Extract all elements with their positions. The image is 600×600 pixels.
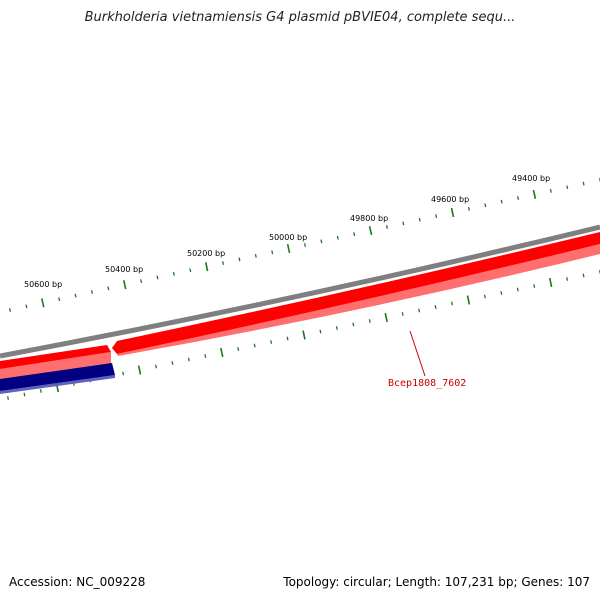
inner-tick-ring — [8, 178, 600, 312]
inner-minor-tick — [90, 290, 93, 294]
outer-minor-tick — [253, 343, 256, 348]
gene-label-leader — [409, 330, 426, 377]
gene-shadow — [0, 375, 115, 394]
outer-minor-tick — [533, 284, 536, 288]
gene-shadow — [117, 244, 600, 356]
outer-major-tick — [548, 277, 553, 288]
inner-major-tick — [368, 225, 373, 236]
inner-minor-tick — [435, 214, 438, 219]
inner-minor-tick — [484, 203, 487, 208]
ruler-label: 49800 bp — [350, 214, 388, 223]
outer-minor-tick — [335, 326, 338, 330]
inner-minor-tick — [566, 185, 569, 190]
outer-minor-tick — [418, 308, 421, 313]
inner-minor-tick — [156, 275, 159, 280]
outer-major-tick — [137, 365, 142, 375]
inner-minor-tick — [238, 257, 241, 262]
gene-forward-bcep1808-7602[interactable] — [112, 232, 600, 354]
outer-minor-tick — [204, 354, 207, 358]
outer-major-tick — [220, 347, 224, 358]
inner-minor-tick — [353, 232, 356, 237]
outer-minor-tick — [566, 277, 569, 281]
inner-minor-tick — [25, 304, 28, 309]
inner-minor-tick — [222, 261, 225, 265]
ruler-label: 50600 bp — [24, 280, 62, 289]
inner-major-tick — [204, 262, 209, 272]
inner-minor-tick — [467, 206, 470, 211]
inner-minor-tick — [303, 243, 307, 247]
inner-minor-tick — [320, 239, 323, 244]
inner-major-tick — [41, 298, 45, 308]
outer-minor-tick — [434, 305, 437, 309]
ruler-label: 50400 bp — [105, 265, 143, 274]
gene-shadow — [0, 352, 111, 381]
inner-minor-tick — [271, 250, 274, 255]
inner-minor-tick — [172, 271, 175, 276]
outer-minor-tick — [483, 294, 486, 299]
ruler-label: 49400 bp — [512, 174, 550, 183]
inner-minor-tick — [336, 235, 339, 240]
outer-minor-tick — [401, 312, 404, 316]
outer-minor-tick — [582, 273, 585, 278]
outer-minor-tick — [500, 291, 503, 295]
outer-minor-tick — [187, 357, 190, 362]
inner-minor-tick — [58, 297, 61, 302]
outer-major-tick — [466, 295, 471, 305]
outer-minor-tick — [286, 336, 289, 341]
inner-minor-tick — [189, 268, 192, 273]
gene-label[interactable]: Bcep1808_7602 — [388, 378, 466, 389]
inner-minor-tick — [582, 181, 585, 186]
outer-minor-tick — [450, 301, 454, 306]
outer-major-tick — [384, 312, 388, 323]
inner-minor-tick — [549, 188, 552, 193]
gene-reverse[interactable] — [0, 363, 115, 391]
inner-minor-tick — [402, 221, 405, 226]
ruler-label: 49600 bp — [431, 195, 469, 204]
inner-minor-tick — [74, 293, 77, 298]
outer-minor-tick — [368, 319, 371, 323]
outer-minor-tick — [6, 396, 10, 400]
genome-summary: Topology: circular; Length: 107,231 bp; … — [283, 575, 590, 589]
inner-major-tick — [122, 280, 127, 290]
outer-minor-tick — [352, 322, 355, 327]
plasmid-backbone — [0, 224, 600, 359]
outer-minor-tick — [270, 340, 273, 344]
inner-minor-tick — [254, 253, 257, 258]
inner-minor-tick — [385, 225, 388, 229]
ruler-labels: 50600 bp 50400 bp 50200 bp 50000 bp 49800 bp… — [24, 174, 550, 289]
inner-major-tick — [532, 189, 537, 200]
inner-minor-tick — [418, 217, 421, 222]
outer-minor-tick — [23, 392, 26, 397]
outer-minor-tick — [122, 371, 125, 376]
outer-minor-tick — [154, 364, 158, 369]
ruler-label: 50200 bp — [187, 249, 225, 258]
map-title: Burkholderia vietnamiensis G4 plasmid pB… — [84, 10, 516, 25]
outer-major-tick — [302, 330, 306, 340]
outer-minor-tick — [39, 389, 42, 393]
inner-minor-tick — [500, 199, 503, 204]
outer-minor-tick — [171, 361, 174, 365]
inner-minor-tick — [8, 308, 12, 312]
inner-major-tick — [286, 244, 291, 254]
accession: Accession: NC_009228 — [9, 575, 146, 589]
outer-minor-tick — [516, 287, 519, 292]
inner-minor-tick — [107, 286, 110, 291]
inner-major-tick — [450, 207, 455, 218]
outer-minor-tick — [237, 347, 240, 351]
outer-minor-tick — [319, 329, 322, 334]
gene-forward[interactable] — [0, 345, 111, 369]
inner-minor-tick — [140, 279, 143, 284]
ruler-label: 50000 bp — [269, 233, 307, 242]
inner-minor-tick — [517, 196, 520, 200]
